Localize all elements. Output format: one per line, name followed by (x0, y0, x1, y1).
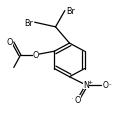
Text: Br: Br (66, 6, 75, 15)
Text: N: N (83, 81, 89, 90)
Text: O⁻: O⁻ (103, 81, 113, 90)
Text: Br: Br (25, 19, 34, 27)
Text: O: O (6, 38, 13, 47)
Text: O: O (74, 96, 81, 105)
Text: ′′: ′′ (72, 96, 77, 101)
Text: +: + (88, 79, 93, 84)
Text: O: O (33, 51, 39, 60)
